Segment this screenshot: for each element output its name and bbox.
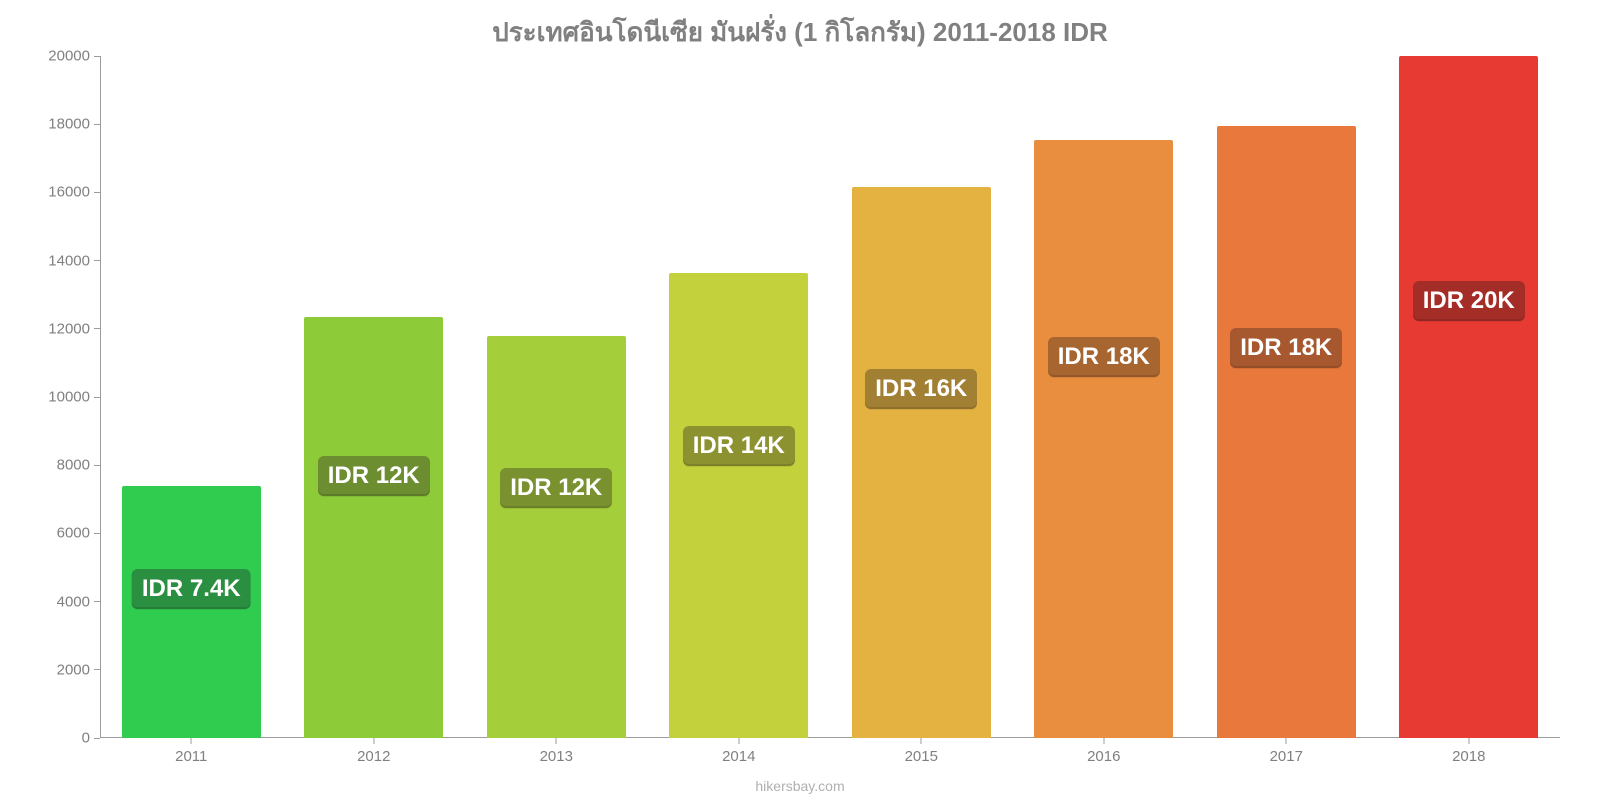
bar: IDR 18K: [1034, 140, 1173, 738]
x-tick-label: 2014: [722, 748, 755, 765]
y-tick-label: 16000: [48, 184, 90, 201]
y-tick-mark: [94, 533, 100, 534]
y-tick-label: 14000: [48, 252, 90, 269]
y-tick-label: 18000: [48, 116, 90, 133]
x-tick-mark: [373, 738, 374, 744]
x-tick-label: 2017: [1270, 748, 1303, 765]
y-tick-mark: [94, 192, 100, 193]
x-tick-label: 2012: [357, 748, 390, 765]
y-tick-mark: [94, 56, 100, 57]
x-tick-mark: [738, 738, 739, 744]
x-tick-mark: [556, 738, 557, 744]
y-tick: [100, 738, 1560, 739]
bar-chart: ประเทศอินโดนีเซีย มันฝรั่ง (1 กิโลกรัม) …: [0, 0, 1600, 800]
bar-value-label: IDR 14K: [683, 426, 795, 466]
bar-value-label: IDR 18K: [1048, 337, 1160, 377]
y-tick-label: 6000: [57, 525, 90, 542]
y-tick-label: 10000: [48, 389, 90, 406]
x-tick-mark: [1286, 738, 1287, 744]
bar-value-label: IDR 18K: [1230, 328, 1342, 368]
y-tick-label: 2000: [57, 661, 90, 678]
y-tick-label: 0: [82, 730, 90, 747]
bar: IDR 12K: [487, 336, 626, 738]
y-tick-mark: [94, 328, 100, 329]
y-tick-label: 12000: [48, 320, 90, 337]
y-tick-mark: [94, 738, 100, 739]
y-tick-mark: [94, 397, 100, 398]
bar: IDR 7.4K: [122, 486, 261, 738]
source-label: hikersbay.com: [0, 778, 1600, 794]
y-tick-mark: [94, 669, 100, 670]
bar: IDR 14K: [669, 273, 808, 738]
y-tick-mark: [94, 124, 100, 125]
y-tick-label: 8000: [57, 457, 90, 474]
y-tick: [100, 56, 1560, 57]
bar: IDR 12K: [304, 317, 443, 738]
bar-value-label: IDR 12K: [500, 468, 612, 508]
x-tick-mark: [191, 738, 192, 744]
bar: IDR 16K: [852, 187, 991, 738]
bar: IDR 20K: [1399, 56, 1538, 738]
y-tick-label: 20000: [48, 48, 90, 65]
chart-title: ประเทศอินโดนีเซีย มันฝรั่ง (1 กิโลกรัม) …: [0, 12, 1600, 53]
bar-value-label: IDR 16K: [865, 369, 977, 409]
y-tick-mark: [94, 601, 100, 602]
y-tick-mark: [94, 260, 100, 261]
y-tick-mark: [94, 465, 100, 466]
plot-area: 0200040006000800010000120001400016000180…: [100, 56, 1560, 738]
x-tick-label: 2018: [1452, 748, 1485, 765]
bar: IDR 18K: [1217, 126, 1356, 738]
x-tick-mark: [921, 738, 922, 744]
bar-value-label: IDR 7.4K: [132, 569, 251, 609]
x-tick-label: 2016: [1087, 748, 1120, 765]
x-tick-label: 2015: [905, 748, 938, 765]
y-tick-label: 4000: [57, 593, 90, 610]
x-tick-label: 2011: [175, 748, 207, 765]
bar-value-label: IDR 12K: [318, 456, 430, 496]
bar-value-label: IDR 20K: [1413, 281, 1525, 321]
x-tick-mark: [1468, 738, 1469, 744]
x-tick-label: 2013: [540, 748, 573, 765]
x-tick-mark: [1103, 738, 1104, 744]
